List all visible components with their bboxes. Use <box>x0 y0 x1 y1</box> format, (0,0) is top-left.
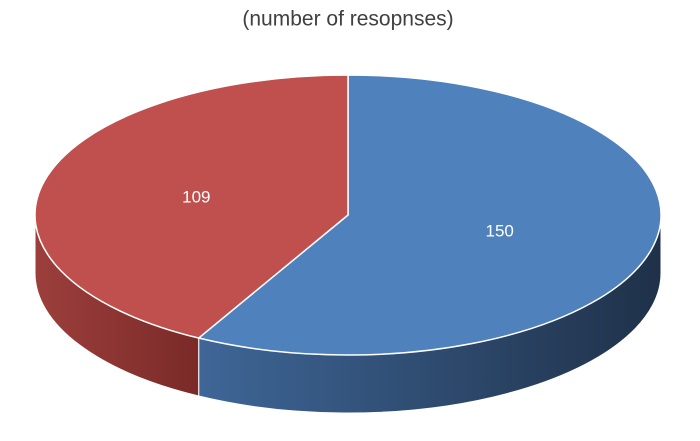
data-label: 109 <box>182 187 210 206</box>
data-label: 150 <box>485 222 513 241</box>
pie-slice <box>197 74 662 356</box>
pie-slice <box>34 74 349 339</box>
chart-subtitle: (number of resopnses) <box>242 8 453 31</box>
